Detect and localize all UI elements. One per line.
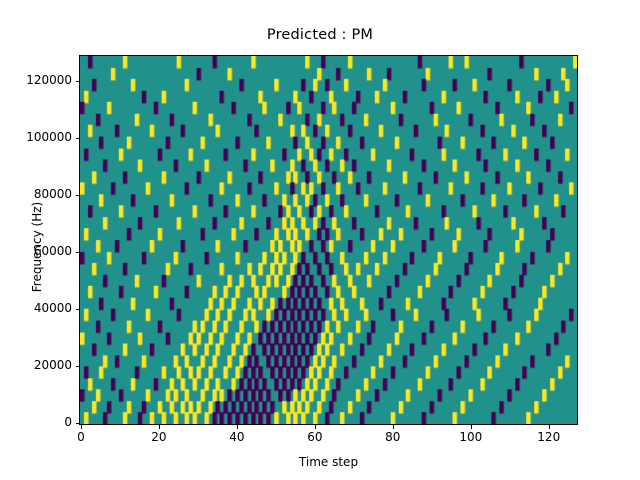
heatmap-canvas [80,56,577,424]
x-tick-label: 60 [307,430,323,444]
y-tick-mark [75,252,79,253]
x-tick-mark [314,425,316,429]
x-tick-label: 20 [151,430,167,444]
y-tick-mark [75,195,79,196]
x-tick-label: 100 [459,430,483,444]
x-tick-mark [548,425,550,429]
y-tick-mark [75,423,79,424]
y-tick-label: 20000 [33,358,72,372]
x-tick-mark [470,425,472,429]
y-tick-label: 100000 [26,130,72,144]
x-axis-label: Time step [298,455,359,469]
y-tick-label: 80000 [33,187,72,201]
y-tick-mark [75,138,79,139]
x-tick-mark [80,425,82,429]
x-tick-mark [392,425,394,429]
y-tick-label: 120000 [26,73,72,87]
x-tick-label: 0 [77,430,85,444]
y-tick-label: 60000 [33,244,72,258]
y-tick-label: 40000 [33,301,72,315]
heatmap-axes [79,55,578,425]
x-tick-mark [236,425,238,429]
x-tick-label: 40 [229,430,245,444]
chart-title: Predicted : PM [266,27,374,43]
y-tick-mark [75,81,79,82]
y-tick-label: 0 [64,415,72,429]
y-tick-mark [75,309,79,310]
x-tick-label: 120 [537,430,561,444]
x-tick-label: 80 [385,430,401,444]
y-tick-mark [75,366,79,367]
x-tick-mark [158,425,160,429]
